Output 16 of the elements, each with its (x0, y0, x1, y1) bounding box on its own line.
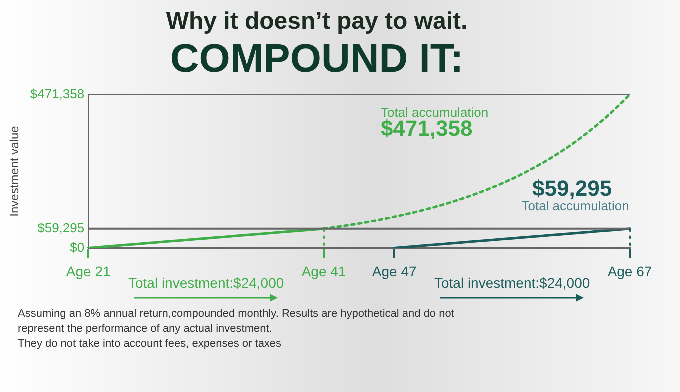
x-tick-label: Age 21 (66, 263, 112, 280)
text: Assuming an 8% annual return,compounded monthly. Results are hypothetical and do not represent the performance of any actual investment. (18, 308, 454, 336)
chart-subtitle: COMPOUND IT: (170, 36, 464, 81)
y-tick-label: $59,295 (38, 220, 85, 236)
x-tick-label: Age 47 (372, 263, 418, 280)
text: They do not take into account fees, expenses or taxes (18, 338, 282, 350)
y-tick-label: $0 (70, 240, 85, 255)
y-axis-title: Investment value (8, 126, 22, 217)
annotation: $59,295 (532, 176, 612, 201)
text: Total investment:$24,000 (434, 275, 590, 292)
y-tick-label: $471,358 (30, 86, 85, 102)
x-tick-label: Age 67 (608, 263, 652, 280)
x-tick-label: Age 41 (302, 263, 346, 280)
text: Total investment:$24,000 (128, 275, 284, 292)
annotation: Total accumulation (522, 198, 630, 214)
chart-title: Why it doesn’t pay to wait. (166, 8, 468, 36)
